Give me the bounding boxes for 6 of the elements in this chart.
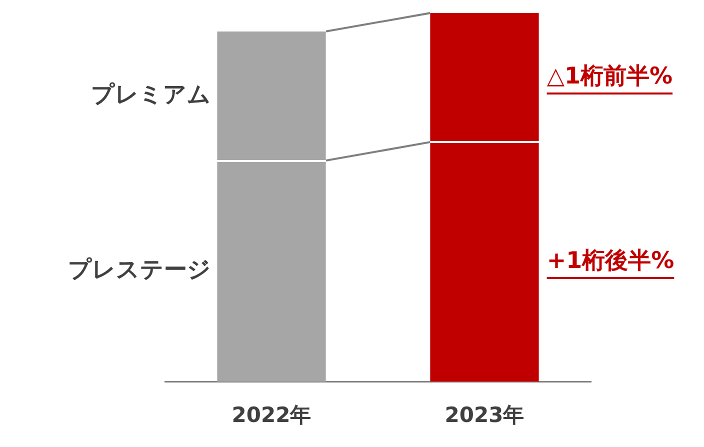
series-label: プレステージ: [68, 257, 212, 284]
annotation: +1桁後半%: [546, 248, 674, 274]
x-tick-label: 2022年: [232, 402, 312, 427]
series-label: プレミアム: [91, 82, 212, 108]
annotation: △1桁前半%: [546, 64, 673, 90]
x-tick-label: 2023年: [444, 402, 524, 427]
